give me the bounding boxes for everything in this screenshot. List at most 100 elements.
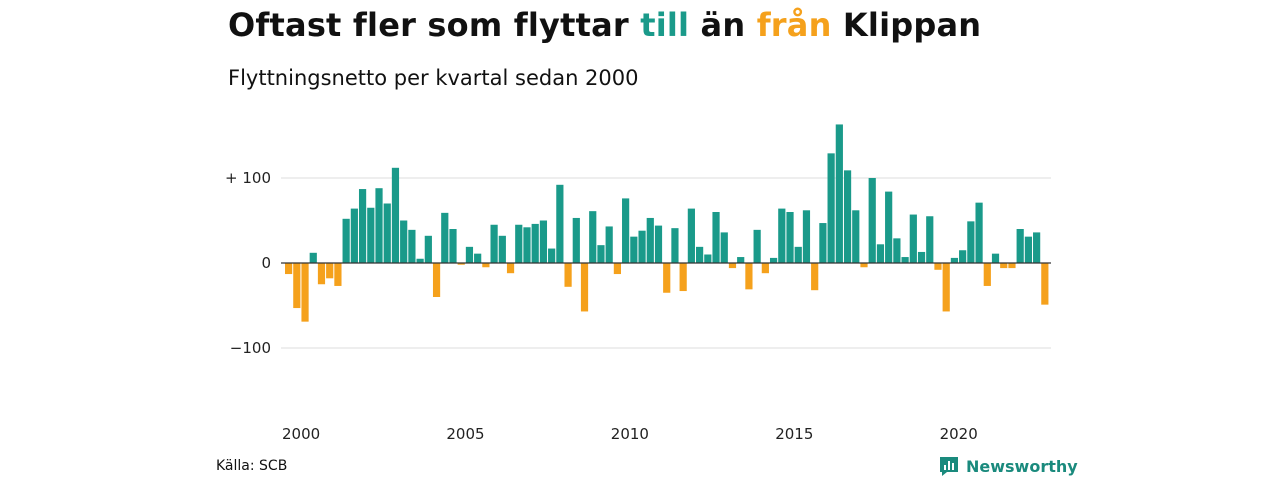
bar [975,202,983,263]
bar [926,216,934,263]
bar [367,207,375,263]
chart-subtitle: Flyttningsnetto per kvartal sedan 2000 [228,66,639,90]
bar [457,263,465,265]
source-label: Källa: SCB [216,458,288,474]
bar [515,224,523,263]
bar [802,210,811,263]
bar [1008,263,1016,269]
bar [424,235,432,263]
title-highlight-fran: från [756,6,832,44]
bar [613,263,621,275]
bar [605,226,613,263]
x-tick-label: 2005 [446,425,484,443]
bar [342,218,350,263]
grid-lines [281,177,1051,349]
x-tick-label: 2020 [940,425,978,443]
title-part-1: Oftast fler som flyttar [228,6,641,44]
title-highlight-till: till [640,6,690,44]
bar [745,263,753,290]
bar-chart-icon [940,457,958,476]
bar [482,263,490,268]
bar [959,250,967,263]
bar [630,236,638,263]
bar [301,263,309,322]
bar [580,263,589,312]
bar [720,232,728,263]
bar [769,257,778,263]
axes: + 100 0 −100 2000 2005 2010 2015 2020 [225,169,1051,443]
bar [942,263,950,312]
bar [285,263,293,275]
bar [827,153,835,263]
bar [712,212,720,263]
bar [901,257,909,263]
chart-title: Oftast fler som flyttar till än från Kli… [228,6,981,44]
bar [375,188,383,263]
bar [383,203,391,263]
bar [523,227,531,263]
bar [408,229,416,263]
bar [449,229,457,263]
bar [843,170,852,263]
bars [285,124,1049,322]
brand-name: Newsworthy [966,456,1078,476]
bar [917,251,926,263]
bar [753,229,761,263]
y-tick-label: 0 [261,254,271,272]
bar [835,124,843,263]
bar [671,228,679,263]
bar [885,191,893,263]
bar [293,263,301,309]
bar [860,263,868,268]
bar [1016,229,1024,263]
bar [728,263,737,269]
bar [309,252,317,263]
bar [531,223,539,263]
bar [1024,236,1032,263]
bar [663,263,671,293]
brand-logo[interactable]: Newsworthy [938,455,1078,477]
bar [819,223,827,263]
bar [967,221,975,263]
bar [556,184,564,263]
bar [893,238,901,263]
bar [696,246,704,263]
bar [991,253,1000,263]
bar [400,220,408,263]
bar [1041,263,1049,305]
x-tick-label: 2010 [611,425,649,443]
bar [646,217,654,263]
bar [548,248,556,263]
bar [334,263,342,286]
bar [474,253,482,263]
bar [909,214,917,263]
bar [416,258,424,263]
bar [326,263,334,279]
bar [761,263,769,274]
bar [572,217,580,263]
bar [638,230,646,263]
bar [704,254,712,263]
bar [1033,232,1041,263]
bar [350,208,358,263]
bar [358,189,367,263]
bar [622,198,630,263]
bar [539,220,548,263]
x-tick-label: 2015 [775,425,813,443]
bar [737,257,745,263]
bar [465,246,474,263]
bar [786,212,794,263]
bar [679,263,687,292]
bar [778,208,786,263]
bar [564,263,572,287]
bar [934,263,942,270]
bar [811,263,819,291]
y-tick-label: −100 [230,339,271,357]
bar [391,167,400,263]
bar [1000,263,1008,269]
bar [498,235,506,263]
title-part-5: Klippan [831,6,982,44]
bar [983,263,991,286]
bar [490,224,498,263]
